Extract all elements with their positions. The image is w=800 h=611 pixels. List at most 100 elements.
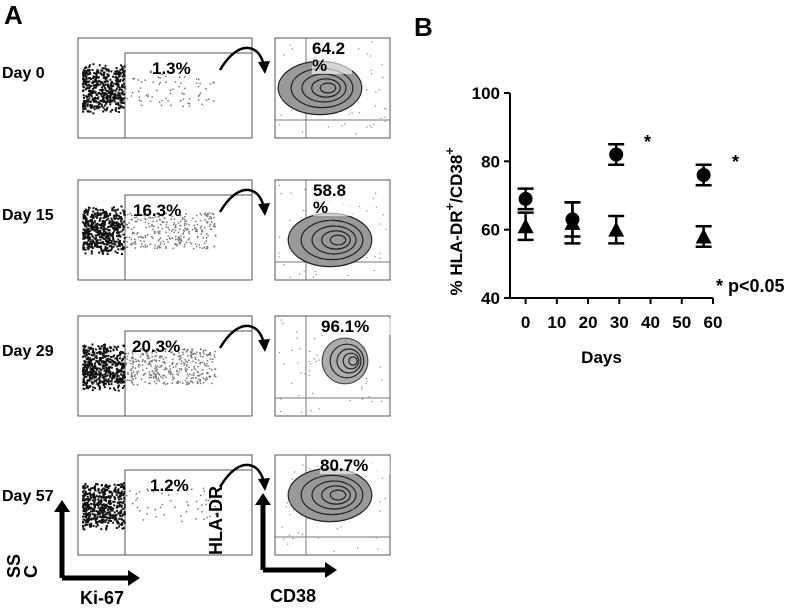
event-dot	[87, 99, 89, 101]
event-dot	[116, 510, 118, 512]
event-dot	[208, 99, 210, 101]
event-dot	[113, 387, 115, 389]
event-dot	[179, 368, 181, 370]
event-dot	[106, 375, 108, 377]
event-dot	[128, 353, 130, 355]
event-dot	[87, 73, 89, 75]
event-dot	[170, 373, 172, 375]
event-dot	[85, 222, 87, 224]
event-dot	[185, 367, 187, 369]
event-dot	[152, 221, 154, 223]
event-dot	[100, 217, 102, 219]
event-dot	[104, 217, 106, 219]
event-dot	[370, 55, 371, 56]
event-dot	[329, 522, 330, 523]
event-dot	[335, 493, 336, 494]
event-dot	[163, 369, 165, 371]
event-dot	[118, 242, 120, 244]
annotation: *	[732, 152, 739, 172]
event-dot	[107, 360, 109, 362]
event-dot	[83, 228, 85, 230]
event-dot	[191, 374, 193, 376]
event-dot	[103, 243, 105, 245]
event-dot	[203, 363, 205, 365]
event-dot	[204, 219, 206, 221]
event-dot	[313, 277, 314, 278]
event-dot	[191, 357, 193, 359]
event-dot	[283, 264, 284, 265]
event-dot	[371, 41, 372, 42]
event-dot	[115, 90, 117, 92]
event-dot	[102, 92, 104, 94]
event-dot	[83, 351, 85, 353]
event-dot	[100, 70, 102, 72]
event-dot	[371, 70, 372, 71]
event-dot	[379, 223, 380, 224]
event-dot	[96, 213, 98, 215]
event-dot	[123, 93, 125, 95]
event-dot	[180, 235, 182, 237]
quadrant-percent: 96.1%	[321, 318, 391, 335]
event-dot	[369, 125, 370, 126]
event-dot	[127, 214, 129, 216]
event-dot	[182, 352, 184, 354]
event-dot	[127, 224, 129, 226]
event-dot	[90, 523, 92, 525]
y-axis-label: % HLA-DR+/CD38+	[442, 147, 466, 296]
event-dot	[88, 498, 90, 500]
event-dot	[278, 252, 279, 253]
event-dot	[138, 79, 140, 81]
event-dot	[188, 504, 190, 506]
event-dot	[113, 216, 115, 218]
event-dot	[102, 212, 104, 214]
event-dot	[203, 488, 205, 490]
event-dot	[143, 241, 145, 243]
event-dot	[104, 520, 106, 522]
event-dot	[123, 385, 125, 387]
event-dot	[166, 98, 168, 100]
event-dot	[95, 73, 97, 75]
event-dot	[178, 240, 180, 242]
event-dot	[105, 529, 107, 531]
event-dot	[179, 243, 181, 245]
event-dot	[115, 212, 117, 214]
event-dot	[95, 235, 97, 237]
event-dot	[199, 247, 201, 249]
event-dot	[299, 274, 300, 275]
event-dot	[123, 102, 125, 104]
event-dot	[148, 358, 150, 360]
event-dot	[94, 488, 96, 490]
day-label: Day 57	[2, 488, 54, 505]
event-dot	[101, 103, 103, 105]
event-dot	[118, 488, 120, 490]
event-dot	[103, 491, 105, 493]
event-dot	[209, 376, 211, 378]
event-dot	[209, 354, 211, 356]
event-dot	[168, 372, 170, 374]
event-dot	[118, 518, 120, 520]
event-dot	[103, 367, 105, 369]
event-dot	[197, 371, 199, 373]
y-axis-label-part: +	[442, 147, 457, 155]
event-dot	[88, 207, 90, 209]
event-dot	[96, 495, 98, 497]
event-dot	[334, 515, 335, 516]
event-dot	[106, 525, 108, 527]
event-dot	[106, 240, 108, 242]
event-dot	[132, 379, 134, 381]
event-dot	[321, 484, 322, 485]
event-dot	[168, 235, 170, 237]
event-dot	[101, 380, 103, 382]
event-dot	[118, 384, 120, 386]
event-dot	[183, 93, 185, 95]
event-dot	[380, 118, 381, 119]
event-dot	[361, 388, 362, 389]
event-dot	[122, 377, 124, 379]
event-dot	[318, 359, 319, 360]
event-dot	[113, 243, 115, 245]
event-dot	[96, 94, 98, 96]
event-dot	[110, 111, 112, 113]
event-dot	[92, 518, 94, 520]
event-dot	[88, 69, 90, 71]
event-dot	[150, 244, 152, 246]
